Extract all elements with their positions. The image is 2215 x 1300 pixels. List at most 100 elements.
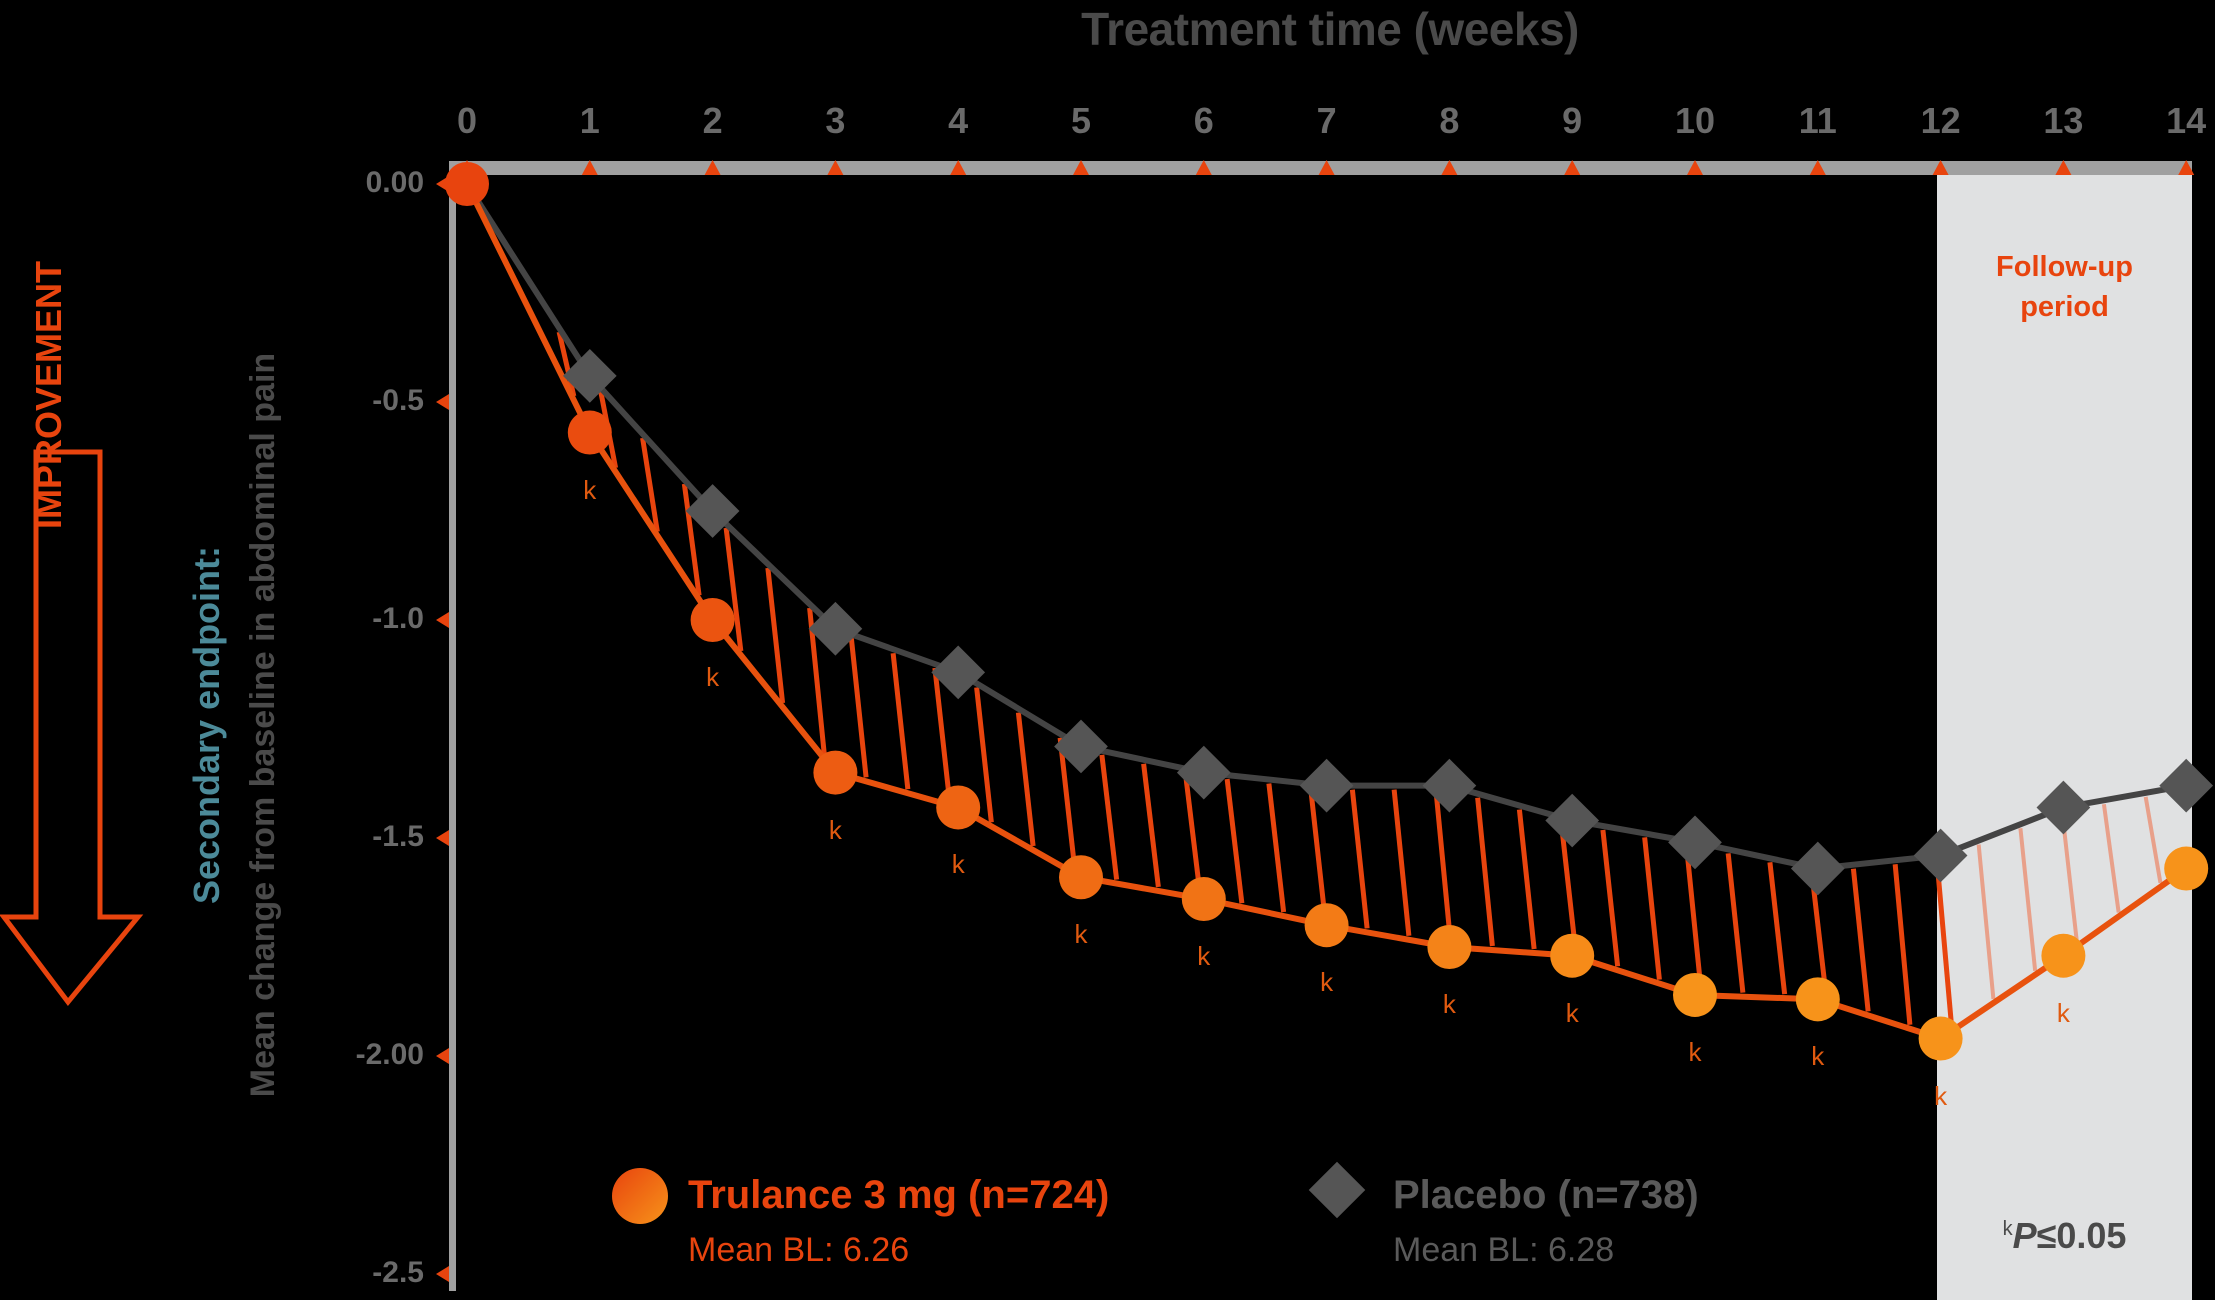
hatch-line <box>848 638 869 778</box>
x-tick-marker <box>1564 160 1581 175</box>
legend-item-placebo: Placebo (n=738) Mean BL: 6.28 <box>1393 1170 1699 1280</box>
hatch-line <box>1558 821 1579 954</box>
hatch-line <box>1015 712 1036 847</box>
hatch-line <box>1809 870 1829 999</box>
significance-marker: k <box>2056 997 2070 1028</box>
hatch-line <box>890 652 911 790</box>
x-tick-label: 4 <box>948 100 969 141</box>
y-axis-title-line2: Mean change from baseline in abdominal p… <box>244 352 282 1098</box>
significance-marker: k <box>1688 1036 1702 1067</box>
hatch-line <box>1057 737 1078 871</box>
legend-trulance-baseline: Mean BL: 6.26 <box>688 1231 910 1269</box>
improvement-label: IMPROVEMENT <box>28 261 69 530</box>
p-value-superscript: k <box>2002 1218 2013 1240</box>
hatch-line <box>1266 783 1287 913</box>
y-tick-label: -1.5 <box>372 820 424 853</box>
x-tick-marker <box>704 160 721 175</box>
trulance-circle-marker <box>1795 977 1840 1022</box>
trulance-circle-marker <box>1673 972 1717 1017</box>
x-tick-label: 1 <box>579 100 600 141</box>
trulance-circle-marker <box>936 785 981 830</box>
follow-up-label-line2: period <box>2020 291 2109 323</box>
y-tick-marker <box>436 1266 449 1282</box>
x-tick-label: 10 <box>1674 100 1716 141</box>
hatch-line <box>1099 754 1120 880</box>
x-axis-title: Treatment time (weeks) <box>1081 3 1579 55</box>
x-tick-marker <box>827 160 844 175</box>
hatch-line <box>1349 789 1370 929</box>
hatch-line <box>1850 868 1871 1012</box>
placebo-diamond-marker <box>1913 828 1968 883</box>
trulance-circle-marker <box>2041 933 2086 978</box>
significance-marker: k <box>1565 997 1579 1028</box>
x-tick-label: 14 <box>2166 100 2207 141</box>
placebo-diamond-marker <box>2159 758 2214 813</box>
trulance-circle-marker <box>1181 877 1226 922</box>
x-tick-label: 12 <box>1920 100 1961 141</box>
hatch-line <box>1224 778 1245 904</box>
placebo-diamond-marker <box>1790 841 1845 896</box>
hatch-line <box>1642 837 1662 980</box>
y-tick-label: -1.0 <box>372 602 424 635</box>
legend-placebo-diamond-icon <box>1308 1161 1366 1219</box>
follow-up-label: Follow-up period <box>1937 247 2192 327</box>
hatch-line <box>1976 844 1996 1000</box>
y-axis-line <box>449 161 456 1291</box>
x-tick-marker <box>1932 160 1949 175</box>
p-value-footnote: kP≤0.05 <box>1937 1215 2192 1257</box>
x-tick-label: 8 <box>1439 100 1460 141</box>
hatch-line <box>1725 853 1746 993</box>
trulance-circle-marker <box>1304 903 1349 948</box>
x-tick-marker <box>1318 160 1335 175</box>
x-tick-marker <box>2055 160 2072 175</box>
significance-marker: k <box>1934 1080 1948 1111</box>
significance-marker: k <box>1811 1041 1825 1072</box>
x-tick-label: 9 <box>1562 100 1583 141</box>
significance-marker: k <box>951 849 965 880</box>
hatch-line <box>1600 829 1621 967</box>
trulance-circle-marker <box>1427 925 1472 969</box>
x-tick-label: 3 <box>825 100 846 141</box>
y-tick-label: -2.5 <box>372 1256 424 1289</box>
hatch-line <box>765 567 786 704</box>
hatch-line <box>1141 763 1161 888</box>
p-value-letter: P <box>2012 1215 2037 1256</box>
hatch-line <box>1391 789 1412 937</box>
significance-marker: k <box>1320 967 1334 998</box>
legend-trulance-name: Trulance 3 mg (n=724) <box>688 1173 1110 1217</box>
y-tick-marker <box>436 394 449 410</box>
y-tick-label: -0.5 <box>372 384 424 417</box>
legend-placebo-baseline: Mean BL: 6.28 <box>1393 1231 1615 1269</box>
x-tick-label: 2 <box>702 100 723 141</box>
trulance-circle-marker <box>567 410 612 455</box>
trulance-circle-marker <box>1918 1016 1963 1061</box>
x-tick-marker <box>2178 160 2195 175</box>
trulance-circle-marker <box>2164 846 2209 891</box>
hatch-line <box>2018 828 2038 971</box>
hatch-line <box>974 687 994 823</box>
placebo-diamond-marker <box>1668 815 1722 870</box>
placebo-diamond-marker <box>1176 745 1231 800</box>
hatch-line <box>556 331 577 397</box>
hatch-line <box>723 527 744 652</box>
significance-marker: k <box>828 814 842 845</box>
x-tick-marker <box>1441 160 1458 175</box>
significance-marker: k <box>1074 919 1088 950</box>
x-tick-label: 6 <box>1193 100 1214 141</box>
hatch-line <box>932 667 953 802</box>
legend-item-trulance: Trulance 3 mg (n=724) Mean BL: 6.26 <box>688 1170 1109 1280</box>
hatch-line <box>1892 864 1913 1025</box>
y-tick-label: 0.00 <box>365 166 424 199</box>
significance-marker: k <box>583 474 597 505</box>
hatch-line <box>1934 859 1955 1028</box>
follow-up-label-line1: Follow-up <box>1996 251 2133 283</box>
trulance-circle-marker <box>1059 855 1103 900</box>
p-value-threshold: ≤0.05 <box>2036 1215 2127 1256</box>
hatch-line <box>681 483 702 596</box>
follow-up-period-region: Follow-up period kP≤0.05 <box>1937 175 2192 1300</box>
x-tick-label: 7 <box>1316 100 1337 141</box>
x-tick-marker <box>581 160 598 175</box>
trulance-circle-marker <box>813 750 858 795</box>
y-axis-ticks <box>436 176 449 1282</box>
